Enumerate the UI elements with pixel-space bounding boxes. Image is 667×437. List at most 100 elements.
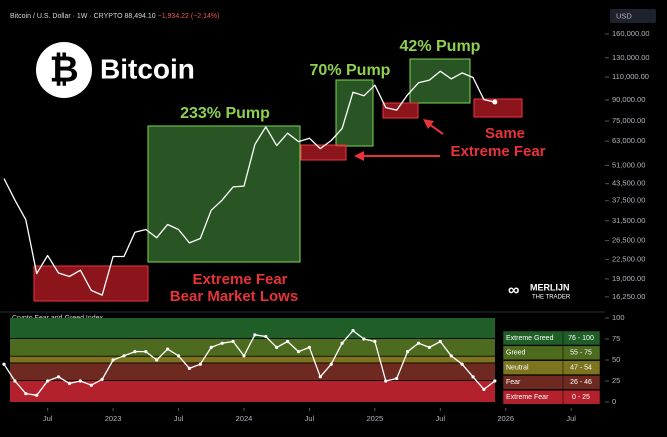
annotation: Same: [485, 125, 525, 142]
fear-greed-dot: [329, 362, 333, 366]
fear-greed-dot: [340, 341, 344, 345]
fear-box: [473, 98, 523, 118]
logo-text: Bitcoin: [100, 53, 195, 84]
fear-greed-dot: [198, 362, 202, 366]
price-line: [3, 70, 495, 296]
fear-greed-dot: [405, 350, 410, 354]
annotation: Extreme Fear: [192, 271, 287, 288]
legend-label: Extreme Fear: [506, 394, 549, 401]
last-price: 88,494.10: [125, 13, 156, 20]
legend-range: 76 - 100: [568, 335, 594, 342]
fear-greed-dot: [307, 345, 312, 349]
fear-greed-dot: [176, 354, 181, 358]
fear-greed-dot: [264, 334, 268, 339]
fear-greed-dot: [438, 339, 442, 344]
fear-greed-dot: [2, 362, 6, 366]
legend-range: 0 - 25: [572, 394, 590, 401]
legend-label: Extreme Greed: [506, 335, 554, 342]
zone-band: [10, 339, 495, 356]
y-tick-label: 50: [612, 355, 620, 364]
annotation: 70% Pump: [310, 62, 391, 79]
y-tick-label: 22,500.00: [612, 254, 645, 263]
fear-greed-dot: [449, 354, 453, 358]
pump-box: [409, 58, 471, 104]
fear-greed-dot: [275, 345, 279, 349]
annotation: Extreme Fear: [450, 143, 545, 160]
fear-greed-dot: [231, 339, 235, 344]
y-tick-label: 130,000.00: [612, 53, 650, 62]
fear-greed-dot: [122, 354, 126, 358]
fear-greed-dot: [100, 377, 104, 381]
x-tick-label: 2025: [367, 414, 384, 423]
fear-greed-dot: [187, 366, 192, 370]
x-tick-label: 2023: [105, 414, 122, 423]
legend-cell: [502, 360, 601, 375]
y-tick-label: 31,500.00: [612, 216, 645, 225]
fear-greed-dot: [318, 375, 322, 379]
zone-band: [10, 318, 495, 339]
watermark: MERLIJN: [530, 282, 570, 292]
y-tick-label: 43,500.00: [612, 179, 645, 188]
annotation: 233% Pump: [180, 105, 270, 122]
fear-greed-dot: [133, 350, 137, 354]
fear-greed-dot: [253, 333, 257, 337]
fear-greed-dot: [46, 379, 50, 383]
arrows: [354, 119, 444, 161]
fear-greed-dot: [56, 375, 61, 379]
symbol-title: Bitcoin / U.S. Dollar · 1W · CRYPTO 88,4…: [10, 13, 220, 20]
fear-greed-dot: [373, 339, 377, 344]
y-tick-label: 75: [612, 334, 620, 343]
legend-label: Neutral: [506, 364, 529, 371]
y-tick-label: 110,000.00: [612, 72, 649, 81]
y-tick-label: 160,000.00: [612, 29, 650, 38]
fear-greed-dot: [482, 387, 486, 391]
watermark-icon: ∞: [508, 282, 519, 299]
y-tick-label: 100: [612, 313, 625, 322]
y-tick-label: 16,250.00: [612, 292, 645, 301]
fear-greed-dot: [384, 379, 388, 383]
y-tick-label: 26,500.00: [612, 236, 645, 245]
fear-box: [33, 265, 149, 302]
x-tick-label: 2024: [236, 414, 253, 423]
fear-greed-dot: [78, 379, 82, 383]
legend-label: Greed: [506, 350, 526, 357]
fear-greed-dot: [209, 345, 213, 349]
fear-box: [300, 144, 347, 161]
fear-box: [382, 102, 419, 119]
fear-greed-dot: [35, 393, 39, 397]
y-tick-label: 25: [612, 376, 620, 385]
fear-greed-line: [3, 329, 496, 396]
pump-box: [147, 125, 301, 263]
fear-greed-dot: [285, 339, 290, 344]
fear-greed-dot: [416, 341, 421, 345]
y-tick-label: 51,000.00: [612, 160, 645, 169]
legend-range: 47 - 54: [570, 364, 592, 371]
x-tick-label: 2026: [497, 414, 514, 423]
legend-label: Fear: [506, 379, 521, 386]
fear-greed-dot: [395, 376, 399, 381]
annotation: 42% Pump: [400, 38, 481, 55]
legend-range: 26 - 46: [570, 379, 592, 386]
legend-cell: [502, 330, 601, 346]
fear-greed-dot: [460, 362, 464, 366]
arrow-head: [423, 119, 434, 129]
fear-greed-dot: [242, 354, 246, 358]
watermark: THE TRADER: [532, 295, 571, 301]
fear-greed-dot: [220, 341, 224, 345]
y-tick-label: 63,000.00: [612, 136, 645, 145]
zone-band: [10, 363, 495, 381]
fear-greed-dot: [144, 350, 148, 354]
fear-greed-dot: [89, 383, 93, 387]
legend-cell: [502, 389, 601, 405]
legend-cell: [502, 375, 601, 390]
fear-greed-dot: [493, 379, 497, 383]
price-change: −1,934.22 (−2.14%): [158, 13, 220, 20]
symbol: Bitcoin / U.S. Dollar · 1W · CRYPTO: [10, 13, 123, 20]
arrow: [428, 123, 444, 135]
x-tick-label: Jul: [43, 414, 53, 423]
fear-greed-dot: [427, 345, 431, 349]
fear-greed-dot: [111, 358, 115, 362]
fear-greed-dot: [67, 381, 72, 386]
fear-greed-dot: [362, 337, 366, 341]
fear-greed-dot: [351, 329, 355, 333]
